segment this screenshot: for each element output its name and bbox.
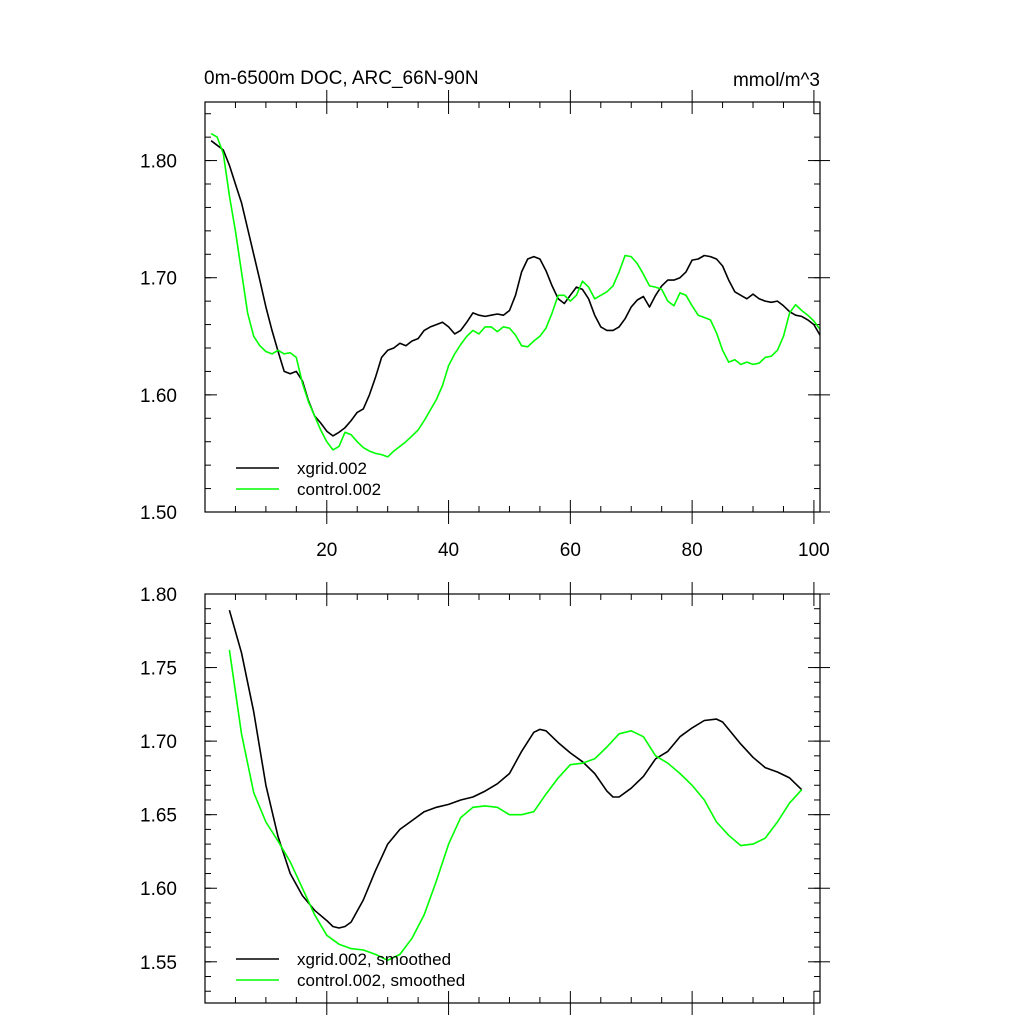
bottom-y-tick-label: 1.70 (140, 732, 177, 753)
bottom-series-line-control (228, 649, 803, 962)
top-series-line-control (210, 132, 821, 458)
bottom-chart-ticks: 1.55 1.60 1.65 1.70 1.75 1.80 (140, 582, 830, 1015)
top-chart-title: 0m-6500m DOC, ARC_66N-90N (204, 68, 479, 89)
bottom-chart-series (228, 609, 803, 962)
bottom-chart-legend: xgrid.002, smoothed control.002, smoothed (236, 950, 465, 990)
top-y-tick-label: 1.70 (140, 269, 177, 290)
top-chart-ticks: 20 40 60 80 100 1.50 1.60 1.70 1.80 (140, 90, 830, 561)
bottom-y-tick-label: 1.60 (140, 879, 177, 900)
top-y-tick-label: 1.50 (140, 503, 177, 524)
top-chart-units: mmol/m^3 (733, 70, 820, 91)
top-y-tick-label: 1.80 (140, 152, 177, 173)
top-x-tick-label: 100 (798, 540, 830, 561)
top-chart-frame (204, 101, 821, 513)
top-series-line-xgrid (210, 140, 821, 437)
bottom-chart-frame (204, 593, 821, 1004)
top-chart-legend: xgrid.002 control.002 (236, 459, 381, 499)
bottom-legend-label: xgrid.002, smoothed (297, 950, 451, 969)
top-x-tick-label: 20 (316, 540, 337, 561)
bottom-y-tick-label: 1.55 (140, 953, 177, 974)
bottom-y-tick-label: 1.65 (140, 806, 177, 827)
bottom-legend-label: control.002, smoothed (297, 971, 465, 990)
top-x-tick-label: 80 (682, 540, 703, 561)
top-chart-panel: 0m-6500m DOC, ARC_66N-90N mmol/m^3 20 40 6… (140, 68, 830, 561)
top-x-tick-label: 40 (438, 540, 459, 561)
top-legend-label: xgrid.002 (297, 459, 367, 478)
top-chart-series (210, 132, 821, 458)
top-x-tick-label: 60 (560, 540, 581, 561)
bottom-y-tick-label: 1.75 (140, 659, 177, 680)
top-legend-label: control.002 (297, 480, 381, 499)
bottom-series-line-xgrid (228, 609, 803, 929)
bottom-chart-panel: 1.55 1.60 1.65 1.70 1.75 1.80 xgrid.002, smoo… (140, 582, 830, 1015)
top-y-tick-label: 1.60 (140, 386, 177, 407)
bottom-y-tick-label: 1.80 (140, 585, 177, 606)
